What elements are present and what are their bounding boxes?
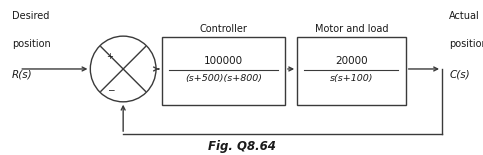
Text: position: position: [12, 39, 51, 49]
FancyBboxPatch shape: [162, 37, 285, 105]
Text: position: position: [449, 39, 483, 49]
Text: 100000: 100000: [204, 56, 243, 66]
Text: (s+500)(s+800): (s+500)(s+800): [185, 74, 262, 83]
Text: −: −: [107, 85, 114, 94]
Text: 20000: 20000: [335, 56, 368, 66]
FancyBboxPatch shape: [297, 37, 406, 105]
Text: +: +: [106, 52, 113, 61]
Text: Motor and load: Motor and load: [314, 24, 388, 34]
Text: Desired: Desired: [12, 11, 49, 21]
Text: Fig. Q8.64: Fig. Q8.64: [208, 140, 275, 153]
Text: Actual: Actual: [449, 11, 480, 21]
Text: C(s): C(s): [449, 70, 470, 80]
Text: R(s): R(s): [12, 70, 33, 80]
Text: Controller: Controller: [199, 24, 247, 34]
Text: s(s+100): s(s+100): [329, 74, 373, 83]
